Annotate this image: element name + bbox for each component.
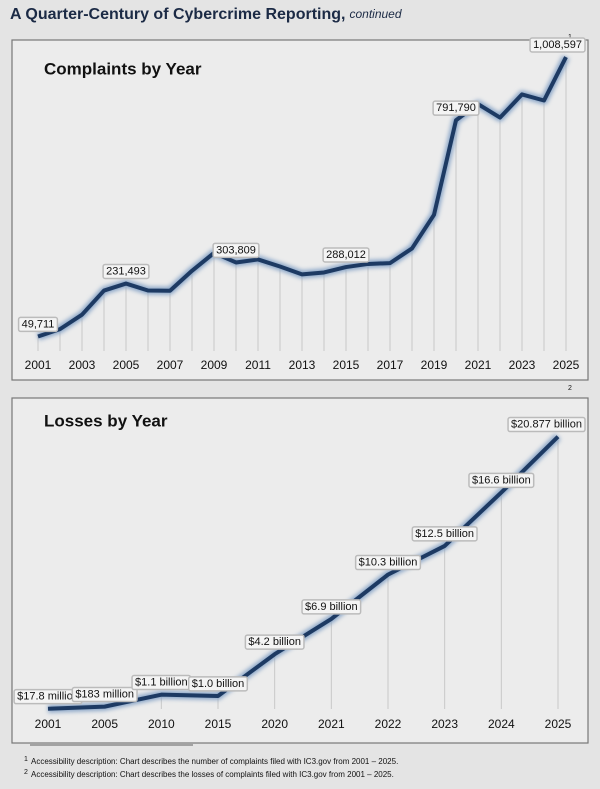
x-tick-label: 2007 <box>157 358 184 372</box>
value-label: $10.3 billion <box>359 557 418 569</box>
value-label-bg <box>507 416 586 433</box>
value-label: $183 million <box>75 689 134 701</box>
chart-title: Losses by Year <box>44 411 168 430</box>
x-tick-label: 2011 <box>245 358 271 372</box>
value-label: $6.9 billion <box>305 601 358 613</box>
value-label-box: 49,711 <box>17 316 59 333</box>
value-label-bg <box>102 263 150 280</box>
value-label-bg <box>411 526 478 542</box>
chart-panel <box>11 397 589 744</box>
x-tick-label: 2009 <box>201 358 228 372</box>
x-tick-label: 2024 <box>488 717 515 731</box>
value-label: $1.1 billion <box>135 677 188 689</box>
value-label-box: $20.877 billion <box>507 416 586 433</box>
x-tick-label: 2013 <box>289 358 316 372</box>
x-tick-label: 2021 <box>318 717 345 731</box>
value-label-box: 231,493 <box>102 263 150 280</box>
footnote-mark: 2 <box>568 385 572 392</box>
x-tick-label: 2021 <box>465 358 492 372</box>
x-tick-label: 2025 <box>553 358 580 372</box>
x-tick-label: 2023 <box>431 717 458 731</box>
value-label-bg <box>301 599 362 615</box>
title: A Quarter-Century of Cybercrime Reportin… <box>10 6 345 23</box>
footnote-mark: 2 <box>24 769 28 776</box>
value-label: 1,008,597 <box>533 39 582 51</box>
value-label-bg <box>17 316 59 333</box>
value-label-box: $10.3 billion <box>354 554 422 571</box>
value-label-box: 791,790 <box>432 100 480 116</box>
value-label: 791,790 <box>436 102 476 114</box>
value-label-bg <box>187 676 249 692</box>
x-tick-label: 2015 <box>205 717 232 731</box>
value-label-box: 288,012 <box>322 247 370 263</box>
value-label-box: 303,809 <box>212 242 260 259</box>
x-tick-label: 2001 <box>25 358 52 372</box>
value-label-bg <box>354 554 422 571</box>
x-tick-label: 2015 <box>333 358 360 372</box>
x-tick-label: 2010 <box>148 717 175 731</box>
value-label-box: $1.1 billion <box>131 674 192 691</box>
value-label-box: $12.5 billion <box>411 526 478 542</box>
footnote: Accessibility description: Chart describ… <box>31 770 394 779</box>
value-label-bg <box>529 37 586 53</box>
value-label: 288,012 <box>326 249 366 261</box>
value-label-bg <box>244 634 305 650</box>
chart-title: Complaints by Year <box>44 59 202 78</box>
x-tick-label: 2001 <box>35 717 62 731</box>
value-label: $17.8 million <box>17 691 79 703</box>
x-tick-label: 2003 <box>69 358 96 372</box>
value-label-box: $1.0 billion <box>187 676 249 692</box>
value-label-box: $6.9 billion <box>301 599 362 615</box>
value-label: 303,809 <box>216 244 256 256</box>
x-tick-label: 2005 <box>113 358 140 372</box>
title-suffix: continued <box>349 7 401 21</box>
value-label-box: 1,008,597 <box>529 37 586 53</box>
value-label: 49,711 <box>22 318 55 330</box>
value-label: $12.5 billion <box>415 528 474 540</box>
value-label-bg <box>432 100 480 116</box>
value-label: $20.877 billion <box>511 419 582 431</box>
value-label-box: $16.6 billion <box>468 472 535 489</box>
value-label: $1.0 billion <box>192 678 245 690</box>
value-label: $4.2 billion <box>248 636 301 648</box>
value-label-bg <box>322 247 370 263</box>
x-tick-label: 2019 <box>421 358 448 372</box>
value-label-box: $183 million <box>71 686 138 703</box>
value-label: 231,493 <box>106 265 146 277</box>
footnote-mark: 1 <box>24 756 28 763</box>
x-tick-label: 2023 <box>509 358 536 372</box>
x-tick-label: 2022 <box>375 717 402 731</box>
value-label-box: $4.2 billion <box>244 634 305 650</box>
chart-panel <box>11 39 589 381</box>
x-tick-label: 2005 <box>91 717 118 731</box>
x-tick-label: 2017 <box>377 358 404 372</box>
value-label: $16.6 billion <box>472 474 531 486</box>
value-label-bg <box>468 472 535 489</box>
value-label-bg <box>71 686 138 703</box>
footnote: Accessibility description: Chart describ… <box>31 757 398 766</box>
page-title: A Quarter-Century of Cybercrime Reportin… <box>10 6 402 23</box>
x-tick-label: 2025 <box>545 717 572 731</box>
value-label-bg <box>212 242 260 259</box>
x-tick-label: 2020 <box>261 717 288 731</box>
